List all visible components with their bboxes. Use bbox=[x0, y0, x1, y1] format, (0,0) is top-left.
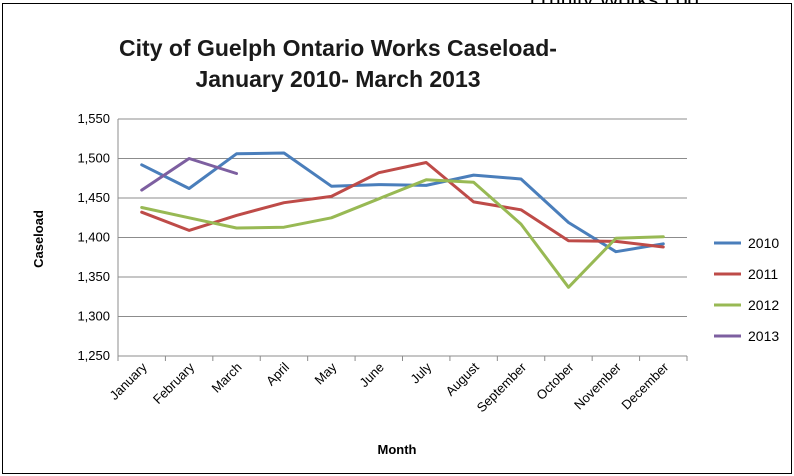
x-tick-label: November bbox=[571, 359, 624, 412]
series-line-2012 bbox=[140, 178, 665, 289]
x-tick-label: December bbox=[618, 359, 671, 412]
y-tick-label: 1,450 bbox=[77, 190, 110, 205]
x-tick-label: October bbox=[533, 359, 577, 403]
x-tick-label: February bbox=[150, 359, 198, 407]
legend-label-2013: 2013 bbox=[748, 328, 779, 344]
legend-label-2011: 2011 bbox=[748, 266, 778, 282]
x-tick-label: July bbox=[407, 359, 434, 386]
x-tick-label: September bbox=[474, 359, 530, 415]
y-tick-label: 1,500 bbox=[77, 151, 110, 166]
chart-title-line-2: January 2010- March 2013 bbox=[195, 66, 480, 92]
y-tick-label: 1,550 bbox=[77, 111, 110, 126]
x-tick-label: April bbox=[263, 359, 292, 388]
y-tick-label: 1,300 bbox=[77, 309, 110, 324]
legend-label-2012: 2012 bbox=[748, 297, 779, 313]
legend: 2010 2011 2012 2013 bbox=[714, 235, 779, 344]
y-tick-label: 1,400 bbox=[77, 230, 110, 245]
x-tick-label: May bbox=[312, 359, 340, 387]
y-axis-title: Caseload bbox=[31, 210, 46, 268]
x-axis-title: Month bbox=[378, 442, 417, 457]
x-tick-labels: January February March April May June July Augu… bbox=[107, 359, 672, 415]
line-chart: City of Guelph Ontario Works Caseload- J… bbox=[31, 35, 779, 457]
x-tick-label: June bbox=[356, 360, 387, 391]
x-tick-label: March bbox=[209, 360, 245, 396]
series-line-2013 bbox=[140, 157, 238, 192]
y-tick-labels: 1,250 1,300 1,350 1,400 1,450 1,500 1,550 bbox=[77, 111, 110, 363]
y-tick-label: 1,350 bbox=[77, 269, 110, 284]
x-tick-label: January bbox=[107, 359, 151, 403]
series-lines bbox=[140, 151, 665, 289]
x-tick-label: August bbox=[443, 359, 482, 398]
chart-title-line-1: City of Guelph Ontario Works Caseload- bbox=[119, 35, 557, 61]
y-tick-label: 1,250 bbox=[77, 348, 110, 363]
series-line-2011 bbox=[140, 161, 665, 249]
series-line-2010 bbox=[140, 151, 665, 254]
chart-area: City of Guelph Ontario Works Caseload- J… bbox=[2, 3, 792, 474]
legend-label-2010: 2010 bbox=[748, 235, 779, 251]
